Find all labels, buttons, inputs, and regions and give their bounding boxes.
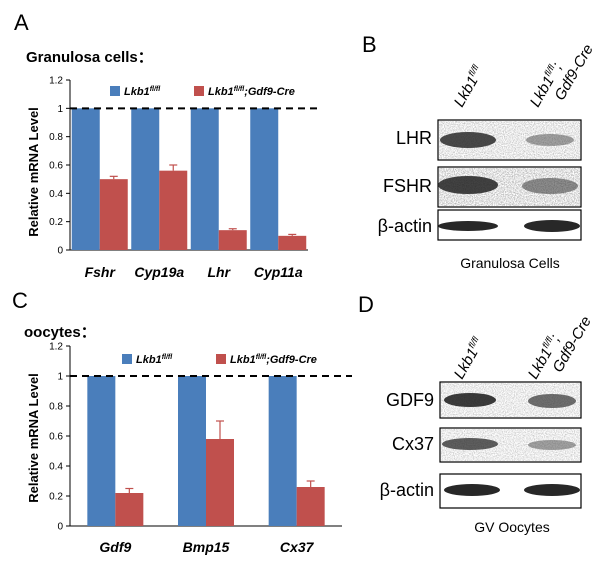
bar-control-fshr <box>71 108 100 250</box>
blot-b-lhr-band-1 <box>440 132 496 148</box>
y-tick-label: 0 <box>57 246 63 257</box>
category-label-lhr: Lhr <box>207 264 231 280</box>
legend-swatch-cko <box>216 354 226 364</box>
chart-c-ylabel: Relative mRNA Level <box>26 373 41 503</box>
blot-b-lane1-label: Lkb1fl/fl <box>450 62 488 110</box>
blot-b-band-label-2: FSHR <box>383 176 432 196</box>
bar-control-cx37 <box>268 376 297 526</box>
chart-c-legend: Lkb1fl/fl Lkb1fl/fl;Gdf9-Cre <box>122 354 317 366</box>
legend-swatch-control <box>122 354 132 364</box>
blot-d-actin-band-2 <box>524 484 580 496</box>
chart-c: oocytes： Relative mRNA Level Lkb1fl/fl L… <box>24 324 352 555</box>
category-label-cx37: Cx37 <box>280 539 315 555</box>
bar-control-bmp15 <box>178 376 206 526</box>
y-tick-label: 0.8 <box>49 132 63 143</box>
bar-cko-bmp15 <box>206 439 234 526</box>
panel-label-d: D <box>358 292 374 317</box>
blot-d-lane2-label: Lkb1fl/fl;Gdf9-Cre <box>524 304 595 391</box>
panel-label-c: C <box>12 288 28 313</box>
western-blot-d: Lkb1fl/fl Lkb1fl/fl;Gdf9-Cre GDF9 Cx37 β… <box>380 304 595 535</box>
chart-a: Granulosa cells： Relative mRNA Level Lkb… <box>26 49 318 280</box>
blot-b-lane2-label: Lkb1fl/fl;Gdf9-Cre <box>526 32 597 119</box>
category-label-bmp15: Bmp15 <box>183 539 230 555</box>
y-tick-label: 1 <box>57 104 63 115</box>
bar-control-cyp11a <box>250 108 279 250</box>
panel-label-a: A <box>14 10 29 35</box>
blot-b-actin-band-1 <box>438 221 498 231</box>
bar-control-lhr <box>190 108 219 250</box>
panel-label-b: B <box>362 32 377 57</box>
y-tick-label: 0.6 <box>49 432 63 443</box>
bar-cko-cyp19a <box>159 170 188 250</box>
blot-d-gdf9-band-2 <box>528 394 576 408</box>
category-label-fshr: Fshr <box>85 264 117 280</box>
blot-b-actin-band-2 <box>524 220 580 232</box>
blot-d-cx37-band-2 <box>528 440 576 450</box>
bar-cko-fshr <box>99 179 128 250</box>
bar-cko-cx37 <box>296 487 325 526</box>
category-label-cyp19a: Cyp19a <box>134 264 184 280</box>
blot-b-band-label-1: LHR <box>396 128 432 148</box>
blot-d-caption: GV Oocytes <box>474 519 549 535</box>
blot-b-fshr-band-1 <box>438 176 498 194</box>
y-tick-label: 0.6 <box>49 161 63 172</box>
y-tick-label: 0.2 <box>49 217 63 228</box>
bar-cko-cyp11a <box>278 235 307 250</box>
legend-swatch-cko <box>194 86 204 96</box>
blot-d-cx37-band-1 <box>442 438 498 450</box>
legend-label-cko: Lkb1fl/fl;Gdf9-Cre <box>230 354 317 366</box>
blot-d-band-label-3: β-actin <box>380 480 434 500</box>
bar-cko-lhr <box>218 230 247 250</box>
blot-d-band-label-1: GDF9 <box>386 390 434 410</box>
blot-d-actin-band-1 <box>444 484 500 496</box>
y-tick-label: 1 <box>57 372 63 383</box>
legend-label-cko: Lkb1fl/fl;Gdf9-Cre <box>208 86 295 98</box>
blot-b-fshr-band-2 <box>522 178 578 194</box>
legend-swatch-control <box>110 86 120 96</box>
chart-a-legend: Lkb1fl/fl Lkb1fl/fl;Gdf9-Cre <box>110 86 295 98</box>
blot-d-band-label-2: Cx37 <box>392 434 434 454</box>
y-tick-label: 1.2 <box>49 76 63 87</box>
y-tick-label: 0.8 <box>49 402 63 413</box>
chart-c-title: oocytes： <box>24 324 96 341</box>
bar-cko-gdf9 <box>115 493 144 526</box>
y-tick-label: 0.2 <box>49 492 63 503</box>
blot-b-caption: Granulosa Cells <box>460 255 560 271</box>
legend-label-control: Lkb1fl/fl <box>136 354 173 366</box>
y-tick-label: 0.4 <box>49 189 63 200</box>
blot-b-band-label-3: β-actin <box>378 216 432 236</box>
category-label-gdf9: Gdf9 <box>99 539 131 555</box>
blot-d-gdf9-band-1 <box>444 393 496 407</box>
chart-a-title: Granulosa cells： <box>26 49 153 66</box>
western-blot-b: Lkb1fl/fl Lkb1fl/fl;Gdf9-Cre LHR FSHR β-… <box>378 32 597 271</box>
bar-control-cyp19a <box>131 108 160 250</box>
y-tick-label: 0.4 <box>49 462 63 473</box>
blot-b-lhr-band-2 <box>526 134 574 146</box>
y-tick-label: 0 <box>57 522 63 533</box>
chart-a-ylabel: Relative mRNA Level <box>26 107 41 237</box>
y-tick-label: 1.2 <box>49 342 63 353</box>
legend-label-control: Lkb1fl/fl <box>124 86 161 98</box>
bar-control-gdf9 <box>87 376 116 526</box>
blot-d-lane1-label: Lkb1fl/fl <box>450 334 488 382</box>
category-label-cyp11a: Cyp11a <box>254 264 303 280</box>
